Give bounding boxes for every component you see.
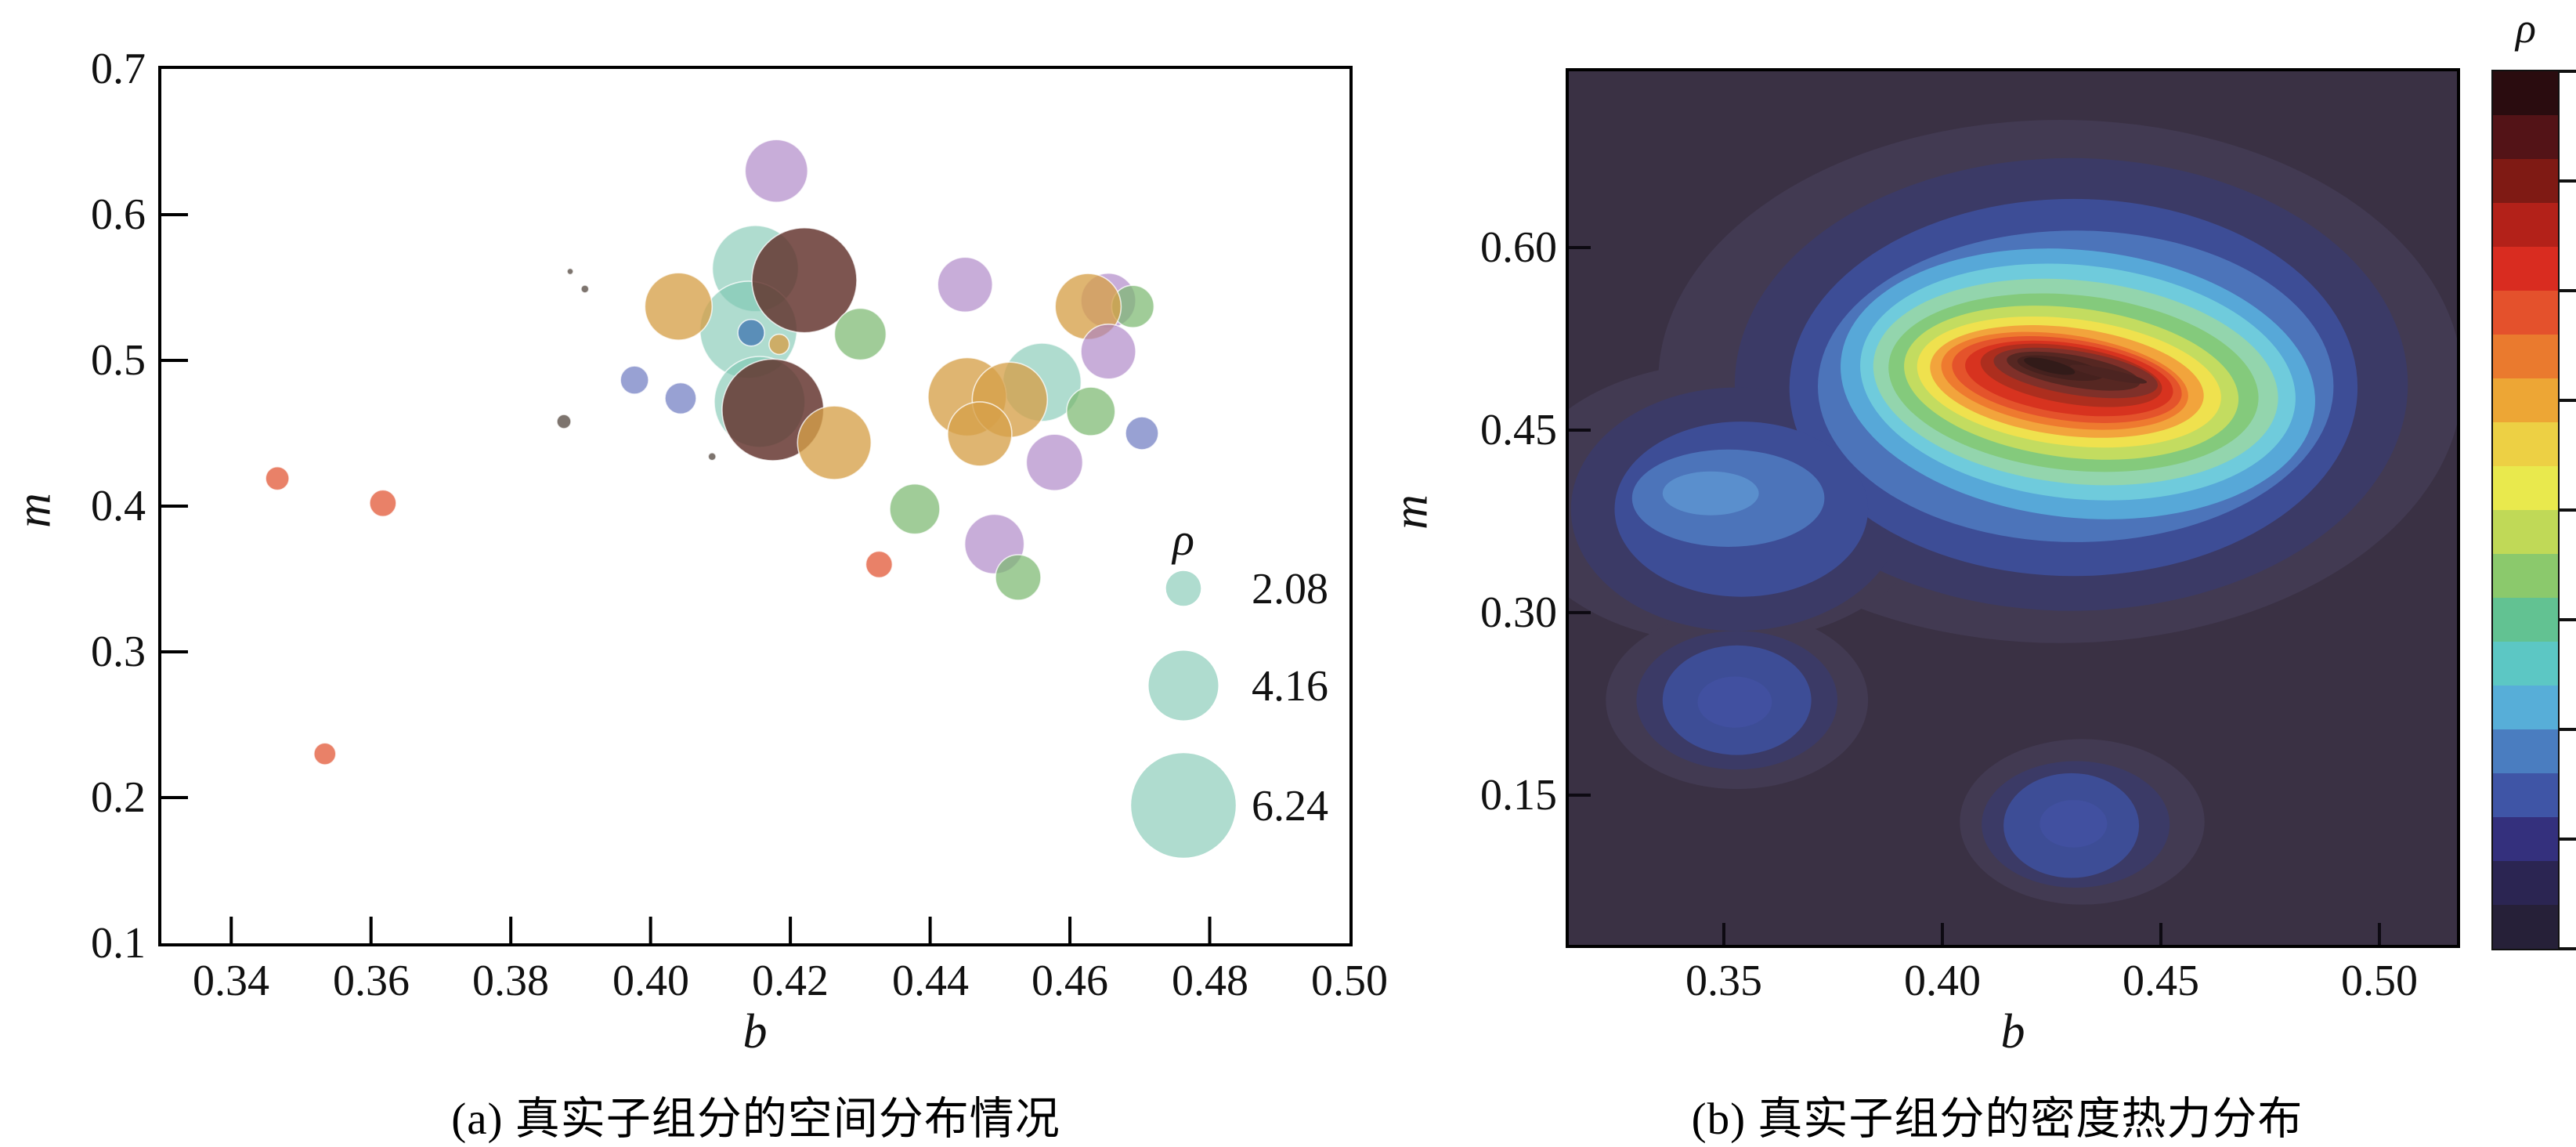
bubble-gray [707, 451, 717, 461]
colorbar-tick-mark [2558, 179, 2576, 183]
legend-bubble [1148, 650, 1219, 721]
x-tick-label: 0.36 [333, 957, 410, 1005]
bubble-plot-area: ρ 2.08 4.16 6.24 [158, 66, 1353, 946]
colorbar-tick-mark [2558, 399, 2576, 402]
x-tick-label: 0.40 [612, 957, 689, 1005]
bubble-purple [1025, 433, 1084, 492]
bubble-periwinkle [620, 365, 649, 395]
heatmap-x-axis-label: b [2000, 1005, 2025, 1058]
y-tick-label: 0.60 [1480, 223, 1557, 272]
x-tick-label: 0.50 [1311, 957, 1388, 1005]
bubble-y-axis-label: m [7, 493, 61, 528]
bubble-maroon [751, 226, 858, 334]
colorbar-tick-mark [2558, 70, 2576, 73]
x-tick-label: 0.45 [2123, 957, 2199, 1005]
bubble-gray [566, 267, 574, 276]
y-tick-label: 0.45 [1480, 406, 1557, 454]
y-tick-label: 0.1 [91, 919, 146, 968]
colorbar-tick-mark [2558, 838, 2576, 841]
bubble-purple [937, 256, 993, 313]
legend-value: 4.16 [1252, 662, 1328, 711]
colorbar-tick-mark [2558, 289, 2576, 292]
x-tick-label: 0.35 [1685, 957, 1762, 1005]
bubble-salmon [313, 742, 337, 766]
bubble-steelblue [737, 318, 765, 347]
y-tick-label: 0.15 [1480, 771, 1557, 820]
heatmap-y-axis-label: m [1384, 494, 1438, 530]
x-tick-label: 0.34 [193, 957, 269, 1005]
bubble-plot-svg: ρ 2.08 4.16 6.24 [161, 139, 1328, 943]
x-tick-label: 0.48 [1172, 957, 1248, 1005]
legend-value: 6.24 [1252, 782, 1328, 830]
density-contour-band [1662, 471, 1759, 516]
density-contour-band [1697, 676, 1772, 728]
y-tick-label: 0.7 [91, 45, 146, 93]
bubble-tan [768, 333, 790, 356]
colorbar-tick-mark [2558, 508, 2576, 512]
bubble-green [889, 483, 941, 535]
colorbar-tick-mark [2558, 728, 2576, 731]
density-contour-band [2039, 800, 2108, 848]
y-tick-label: 0.4 [91, 482, 146, 530]
x-tick-label: 0.38 [472, 957, 549, 1005]
y-tick-label: 0.5 [91, 336, 146, 385]
colorbar [2491, 70, 2560, 950]
legend-bubble [1165, 570, 1201, 606]
y-tick-label: 0.30 [1480, 588, 1557, 637]
x-tick-label: 0.46 [1031, 957, 1108, 1005]
bubble-green [995, 554, 1042, 601]
bubble-salmon [369, 489, 397, 518]
legend-value: 2.08 [1252, 565, 1328, 613]
density-contour-band [2069, 364, 2148, 384]
bubble-tan [644, 272, 714, 342]
density-contour-band [2024, 357, 2076, 375]
colorbar-tick-mark [2558, 947, 2576, 950]
y-tick-label: 0.3 [91, 628, 146, 676]
caption-a: (a) 真实子组分的空间分布情况 [451, 1095, 1060, 1144]
bubble-purple [744, 139, 809, 203]
bubble-purple [1080, 323, 1136, 380]
bubble-x-axis-label: b [742, 1005, 768, 1058]
bubble-tan [797, 405, 873, 480]
y-tick-label: 0.6 [91, 190, 146, 239]
colorbar-title: ρ [2516, 5, 2536, 52]
colorbar-tick-mark [2558, 618, 2576, 621]
bubble-periwinkle [664, 382, 697, 415]
heatmap-svg [1569, 120, 2457, 945]
bubble-tan [947, 401, 1013, 467]
legend-title: ρ [1171, 514, 1194, 565]
x-tick-label: 0.44 [892, 957, 969, 1005]
bubble-green [833, 307, 887, 361]
bubble-salmon [865, 550, 894, 579]
bubble-green [1066, 386, 1116, 436]
caption-b: (b) 真实子组分的密度热力分布 [1691, 1095, 2303, 1144]
heatmap-plot-area [1566, 68, 2460, 948]
bubble-periwinkle [1125, 416, 1159, 450]
legend-bubble [1131, 753, 1236, 858]
bubble-salmon [265, 465, 290, 491]
bubble-gray [556, 414, 572, 429]
x-tick-label: 0.42 [752, 957, 829, 1005]
x-tick-label: 0.40 [1904, 957, 1981, 1005]
y-tick-label: 0.2 [91, 773, 146, 822]
bubble-gray [580, 284, 590, 294]
x-tick-label: 0.50 [2341, 957, 2418, 1005]
